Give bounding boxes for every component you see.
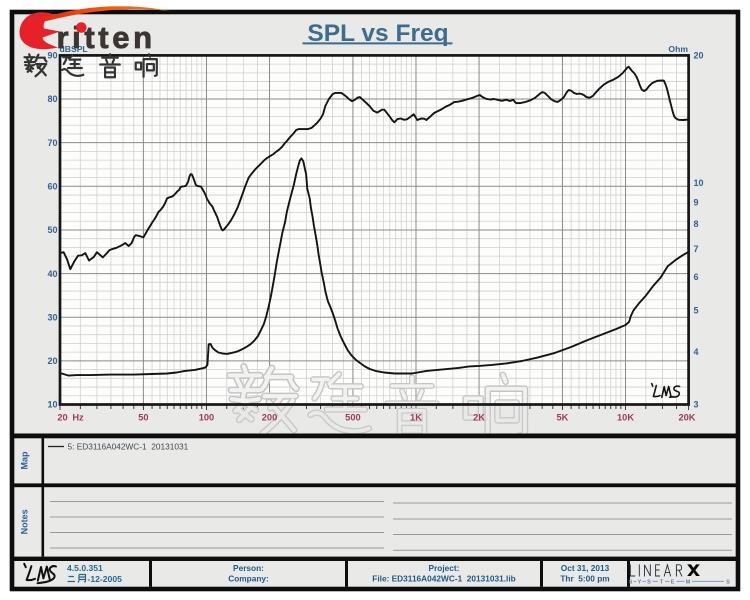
svg-text:Notes: Notes	[20, 509, 30, 534]
svg-text:9: 9	[694, 198, 699, 208]
svg-text:Y: Y	[638, 579, 642, 585]
svg-text:60: 60	[47, 182, 57, 192]
svg-text:10: 10	[694, 178, 704, 188]
svg-text:-12-2005: -12-2005	[88, 574, 123, 584]
svg-text:90: 90	[47, 51, 57, 61]
svg-text:20: 20	[694, 51, 704, 61]
svg-text:10: 10	[47, 400, 57, 410]
svg-text:100: 100	[199, 413, 215, 423]
svg-text:dBSPL: dBSPL	[60, 44, 88, 54]
svg-text:500: 500	[345, 413, 361, 423]
svg-text:30: 30	[47, 312, 57, 322]
svg-text:20: 20	[47, 356, 57, 366]
svg-text:Oct 31, 2013: Oct 31, 2013	[561, 563, 610, 573]
svg-text:3: 3	[694, 400, 699, 410]
svg-text:50: 50	[47, 225, 57, 235]
svg-text:5K: 5K	[557, 413, 569, 423]
svg-text:S: S	[726, 579, 730, 585]
svg-text:7: 7	[694, 244, 699, 254]
svg-text:4: 4	[694, 347, 699, 357]
svg-text:ritten: ritten	[57, 20, 156, 55]
svg-text:50: 50	[138, 413, 148, 423]
svg-text:M: M	[686, 579, 691, 585]
svg-text:8: 8	[694, 219, 699, 229]
svg-text:Hz: Hz	[72, 413, 84, 423]
svg-text:Person:: Person:	[233, 563, 264, 573]
svg-text:2K: 2K	[473, 413, 485, 423]
svg-text:5: 5	[694, 306, 699, 316]
svg-text:E: E	[671, 579, 675, 585]
svg-text:20: 20	[57, 413, 67, 423]
svg-text:5: ED3116A042WC-1 20131031: 5: ED3116A042WC-1 20131031	[68, 442, 189, 452]
svg-text:Project:: Project:	[429, 563, 460, 573]
svg-text:4.5.0.351: 4.5.0.351	[67, 563, 103, 573]
svg-text:200: 200	[262, 413, 278, 423]
svg-text:40: 40	[47, 269, 57, 279]
svg-text:S: S	[629, 579, 633, 585]
svg-text:T: T	[660, 579, 664, 585]
svg-text:Ohm: Ohm	[668, 44, 688, 54]
svg-text:70: 70	[47, 138, 57, 148]
svg-text:Thr 5:00 pm: Thr 5:00 pm	[560, 573, 609, 583]
svg-text:6: 6	[694, 272, 699, 282]
svg-text:Map: Map	[20, 451, 30, 470]
svg-text:File: ED3116A042WC-1 20131031: File: ED3116A042WC-1 20131031.lib	[372, 573, 515, 583]
svg-text:Company:: Company:	[228, 573, 269, 583]
svg-text:20K: 20K	[678, 413, 695, 423]
svg-text:S: S	[647, 579, 651, 585]
svg-text:1K: 1K	[410, 413, 422, 423]
svg-text:10K: 10K	[617, 413, 634, 423]
svg-text:80: 80	[47, 94, 57, 104]
svg-text:SPL vs Freq: SPL vs Freq	[307, 20, 448, 47]
